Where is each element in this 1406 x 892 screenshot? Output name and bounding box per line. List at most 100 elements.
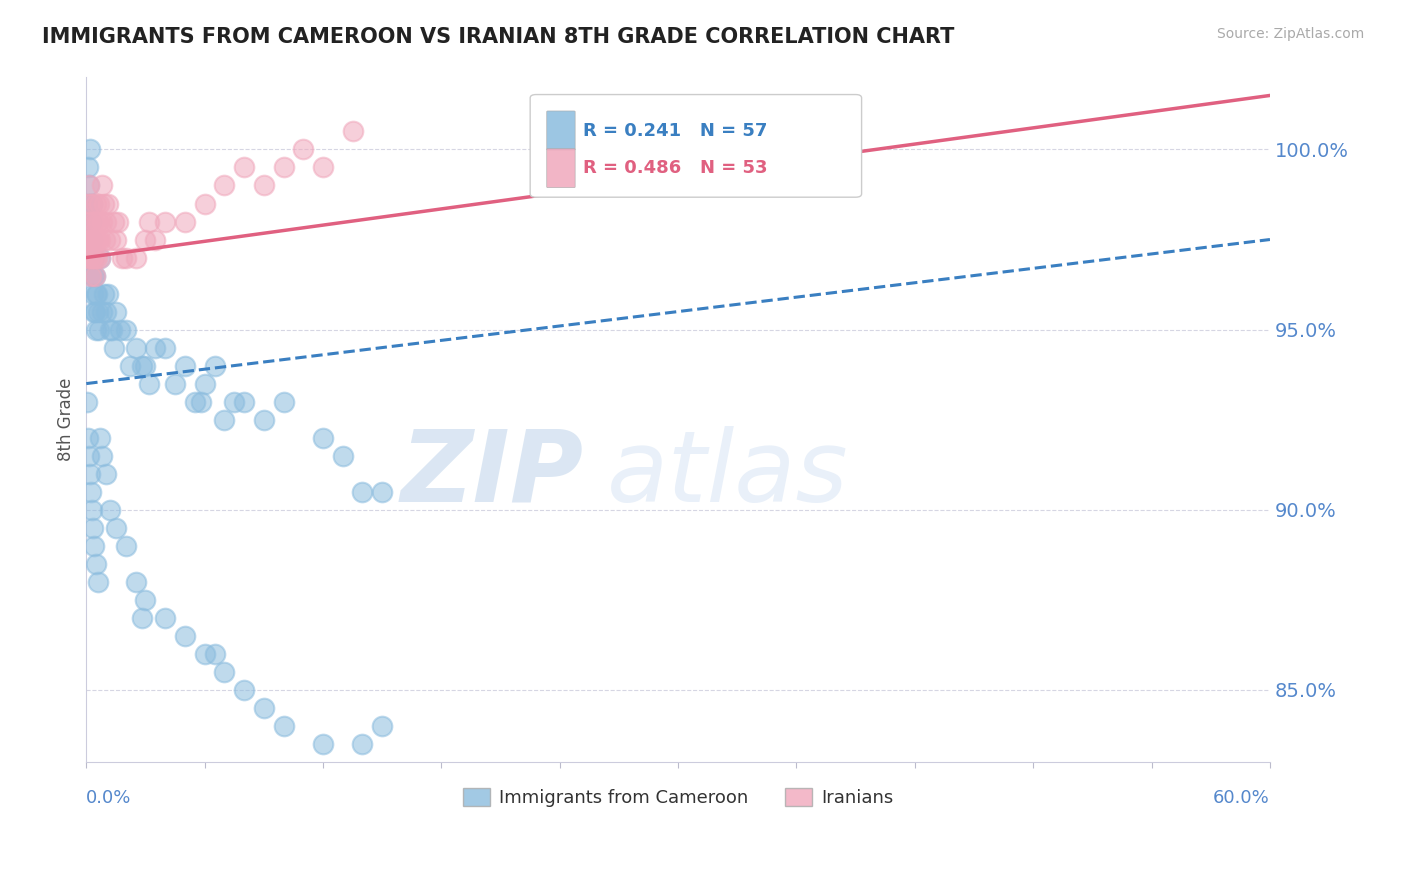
Point <box>253 178 276 193</box>
Point <box>352 484 374 499</box>
Point <box>131 610 153 624</box>
Point <box>214 412 236 426</box>
Point <box>89 233 111 247</box>
Point <box>104 233 127 247</box>
Point <box>224 394 246 409</box>
Point <box>184 394 207 409</box>
Point <box>79 143 101 157</box>
Point <box>124 341 146 355</box>
Point <box>82 251 104 265</box>
Point <box>77 251 100 265</box>
Point <box>143 233 166 247</box>
Point <box>174 359 197 373</box>
FancyBboxPatch shape <box>547 149 575 187</box>
Point <box>82 251 104 265</box>
Point <box>84 304 107 318</box>
Point <box>153 610 176 624</box>
Point <box>77 449 100 463</box>
Point <box>273 394 295 409</box>
Point <box>138 214 160 228</box>
Point <box>93 286 115 301</box>
Point <box>98 322 121 336</box>
Point <box>108 322 131 336</box>
Point <box>342 124 364 138</box>
Point <box>82 233 104 247</box>
Point <box>77 196 100 211</box>
Point <box>153 341 176 355</box>
Point <box>77 431 100 445</box>
Point <box>84 251 107 265</box>
Point <box>233 161 256 175</box>
Text: IMMIGRANTS FROM CAMEROON VS IRANIAN 8TH GRADE CORRELATION CHART: IMMIGRANTS FROM CAMEROON VS IRANIAN 8TH … <box>42 27 955 46</box>
Point <box>87 322 110 336</box>
Text: R = 0.486   N = 53: R = 0.486 N = 53 <box>583 159 768 177</box>
Point <box>371 484 394 499</box>
Point <box>82 502 104 516</box>
Point <box>82 196 104 211</box>
Point <box>87 214 110 228</box>
Point <box>194 647 217 661</box>
Point <box>332 449 354 463</box>
Point <box>214 178 236 193</box>
Point <box>312 431 335 445</box>
Point <box>312 737 335 751</box>
Point <box>84 286 107 301</box>
Point <box>80 214 103 228</box>
Point <box>84 557 107 571</box>
Point <box>77 214 100 228</box>
Text: R = 0.241   N = 57: R = 0.241 N = 57 <box>583 122 768 140</box>
Point <box>190 394 212 409</box>
FancyBboxPatch shape <box>547 111 575 150</box>
Point <box>352 737 374 751</box>
Point <box>174 214 197 228</box>
Point <box>98 502 121 516</box>
Point <box>292 143 315 157</box>
Point <box>194 376 217 391</box>
FancyBboxPatch shape <box>530 95 862 197</box>
Point <box>143 341 166 355</box>
Point <box>91 304 114 318</box>
Point <box>371 719 394 733</box>
Point <box>94 467 117 481</box>
Point <box>82 521 104 535</box>
Point <box>273 719 295 733</box>
Point <box>84 268 107 283</box>
Point <box>204 359 226 373</box>
Point <box>84 322 107 336</box>
Point <box>107 214 129 228</box>
Point <box>94 214 117 228</box>
Point <box>83 539 105 553</box>
Point <box>91 178 114 193</box>
Point <box>94 304 117 318</box>
Point <box>97 286 120 301</box>
Point <box>103 214 125 228</box>
Point <box>89 251 111 265</box>
Point <box>76 233 98 247</box>
Point <box>124 574 146 589</box>
Point <box>89 251 111 265</box>
Point <box>273 161 295 175</box>
Point <box>76 394 98 409</box>
Point <box>84 233 107 247</box>
Point <box>80 268 103 283</box>
Point <box>79 233 101 247</box>
Point <box>312 161 335 175</box>
Point <box>82 251 104 265</box>
Legend: Immigrants from Cameroon, Iranians: Immigrants from Cameroon, Iranians <box>456 780 900 814</box>
Point <box>79 233 101 247</box>
Point <box>233 682 256 697</box>
Point <box>131 359 153 373</box>
Text: Source: ZipAtlas.com: Source: ZipAtlas.com <box>1216 27 1364 41</box>
Point <box>83 233 105 247</box>
Point <box>84 268 107 283</box>
Text: atlas: atlas <box>607 425 849 523</box>
Point <box>138 376 160 391</box>
Point <box>103 341 125 355</box>
Point <box>111 251 134 265</box>
Point <box>134 233 156 247</box>
Point <box>233 394 256 409</box>
Point <box>87 574 110 589</box>
Point <box>91 449 114 463</box>
Text: 60.0%: 60.0% <box>1213 789 1270 807</box>
Point <box>84 196 107 211</box>
